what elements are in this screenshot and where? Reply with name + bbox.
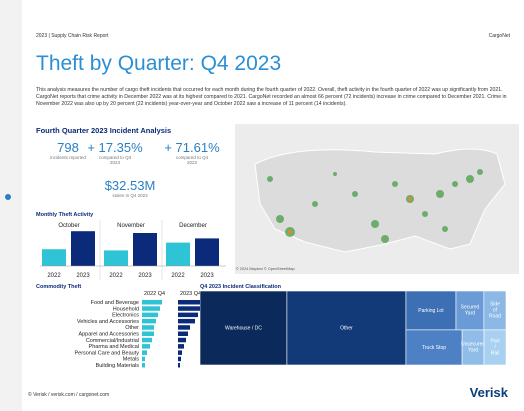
treemap-cell [405, 291, 457, 331]
category-label: Commercial/Industrial [86, 338, 139, 344]
bar [178, 350, 182, 355]
bar [178, 306, 202, 311]
year-label: 2023 [76, 273, 90, 279]
bar [42, 249, 66, 266]
bar [142, 337, 152, 343]
bar [142, 350, 147, 355]
treemap-cell [286, 291, 407, 365]
map [235, 124, 519, 274]
year-label: 2022 [109, 273, 123, 279]
treemap: Warehouse / DC Other Parking Lot Secured Yar… [200, 291, 506, 365]
category-label: Vehicles and Accessories [77, 319, 139, 325]
year-label: 2022 [171, 273, 185, 279]
header-left: 2023 | Supply Chain Risk Report [36, 33, 109, 39]
stat: 798 incidents reported [38, 140, 98, 160]
bar [142, 300, 162, 305]
bar [178, 356, 181, 362]
stat-value: + 17.35% [87, 140, 143, 155]
bar [195, 238, 219, 266]
marker-dot [5, 194, 11, 200]
treemap-label: Port / Rail [490, 339, 500, 357]
treemap-label: Side of Road [489, 302, 501, 320]
bar [178, 318, 195, 324]
map-attribution: © 2024 Mapbox © OpenStreetMap [236, 267, 295, 271]
category-label: Pharma and Medical [89, 344, 139, 350]
category-label: Other [125, 325, 139, 331]
bar [178, 344, 184, 349]
bar [178, 325, 190, 330]
stat-value: 798 [57, 140, 79, 155]
category-label: Building Materials [96, 363, 140, 369]
category-label: Household [113, 306, 139, 312]
bar [104, 250, 128, 266]
category-label: Apparel and Accessories [78, 332, 139, 338]
treemap-cell [405, 329, 463, 365]
bar [178, 300, 208, 305]
logo: Verisk [469, 385, 508, 400]
month-label: October [58, 223, 79, 229]
legend-label: 2023 Q4 [180, 291, 201, 297]
header-right: CargoNet [488, 33, 510, 39]
stat-label: stolen in Q4 2023 [112, 193, 148, 198]
bar [142, 325, 154, 330]
treemap-label: Warehouse / DC [225, 325, 262, 331]
category-label: Electronics [112, 313, 139, 319]
category-label: Personal Care and Beauty [74, 350, 139, 356]
year-label: 2023 [138, 273, 152, 279]
stat-value: + 71.61% [164, 140, 220, 155]
month-label: November [117, 223, 145, 229]
title: Theft by Quarter: Q4 2023 [36, 52, 282, 75]
bar [178, 331, 188, 336]
stat-label: incidents reported [50, 155, 86, 160]
bar [133, 233, 157, 266]
bar [142, 318, 156, 324]
bar [178, 337, 186, 343]
stat: $32.53M stolen in Q4 2023 [100, 178, 160, 198]
bar [178, 363, 180, 368]
treemap-title: Q4 2023 Incident Classification [200, 284, 282, 290]
bar [142, 344, 150, 349]
year-label: 2022 [47, 273, 61, 279]
year-label: 2023 [200, 273, 214, 279]
treemap-label: Truck Stop [422, 345, 446, 351]
monthly-chart: October 2022 2023 November 2022 2023 December 2… [40, 220, 226, 280]
commodity-title: Commodity Theft [36, 284, 82, 290]
treemap-label: Secured Yard [461, 305, 480, 317]
section-title: Fourth Quarter 2023 Incident Analysis [36, 126, 172, 135]
footer-left: © Verisk / verisk.com / cargonet.com [28, 392, 110, 398]
monthly-title: Monthly Theft Activity [36, 212, 94, 218]
treemap-label: Unsecured Yard [461, 342, 485, 354]
stat-label: compared to Q4 2022 [175, 155, 209, 165]
bar [142, 312, 158, 318]
treemap-label: Other [340, 325, 353, 331]
bar [166, 242, 190, 266]
bar [142, 306, 160, 311]
bar [142, 331, 154, 336]
category-label: Food and Beverage [91, 300, 139, 306]
treemap-label: Parking Lot [418, 308, 444, 314]
intro: This analysis measures the number of car… [36, 87, 507, 107]
stat-label: compared to Q3 2023 [98, 155, 132, 165]
bar [178, 312, 198, 318]
month-label: December [179, 223, 207, 229]
bar [142, 363, 145, 368]
bar [71, 231, 95, 266]
stat: + 71.61% compared to Q4 2022 [162, 140, 222, 165]
commodity-chart: 2022 Q4 2023 Q4 Food and BeverageHousehold… [74, 291, 208, 369]
legend-label: 2022 Q4 [144, 291, 165, 297]
bar [142, 356, 145, 362]
stat-value: $32.53M [104, 178, 156, 193]
category-label: Metals [123, 357, 139, 363]
stat: + 17.35% compared to Q3 2023 [85, 140, 145, 165]
report-page: 2023 | Supply Chain Risk Report CargoNet… [22, 0, 524, 411]
